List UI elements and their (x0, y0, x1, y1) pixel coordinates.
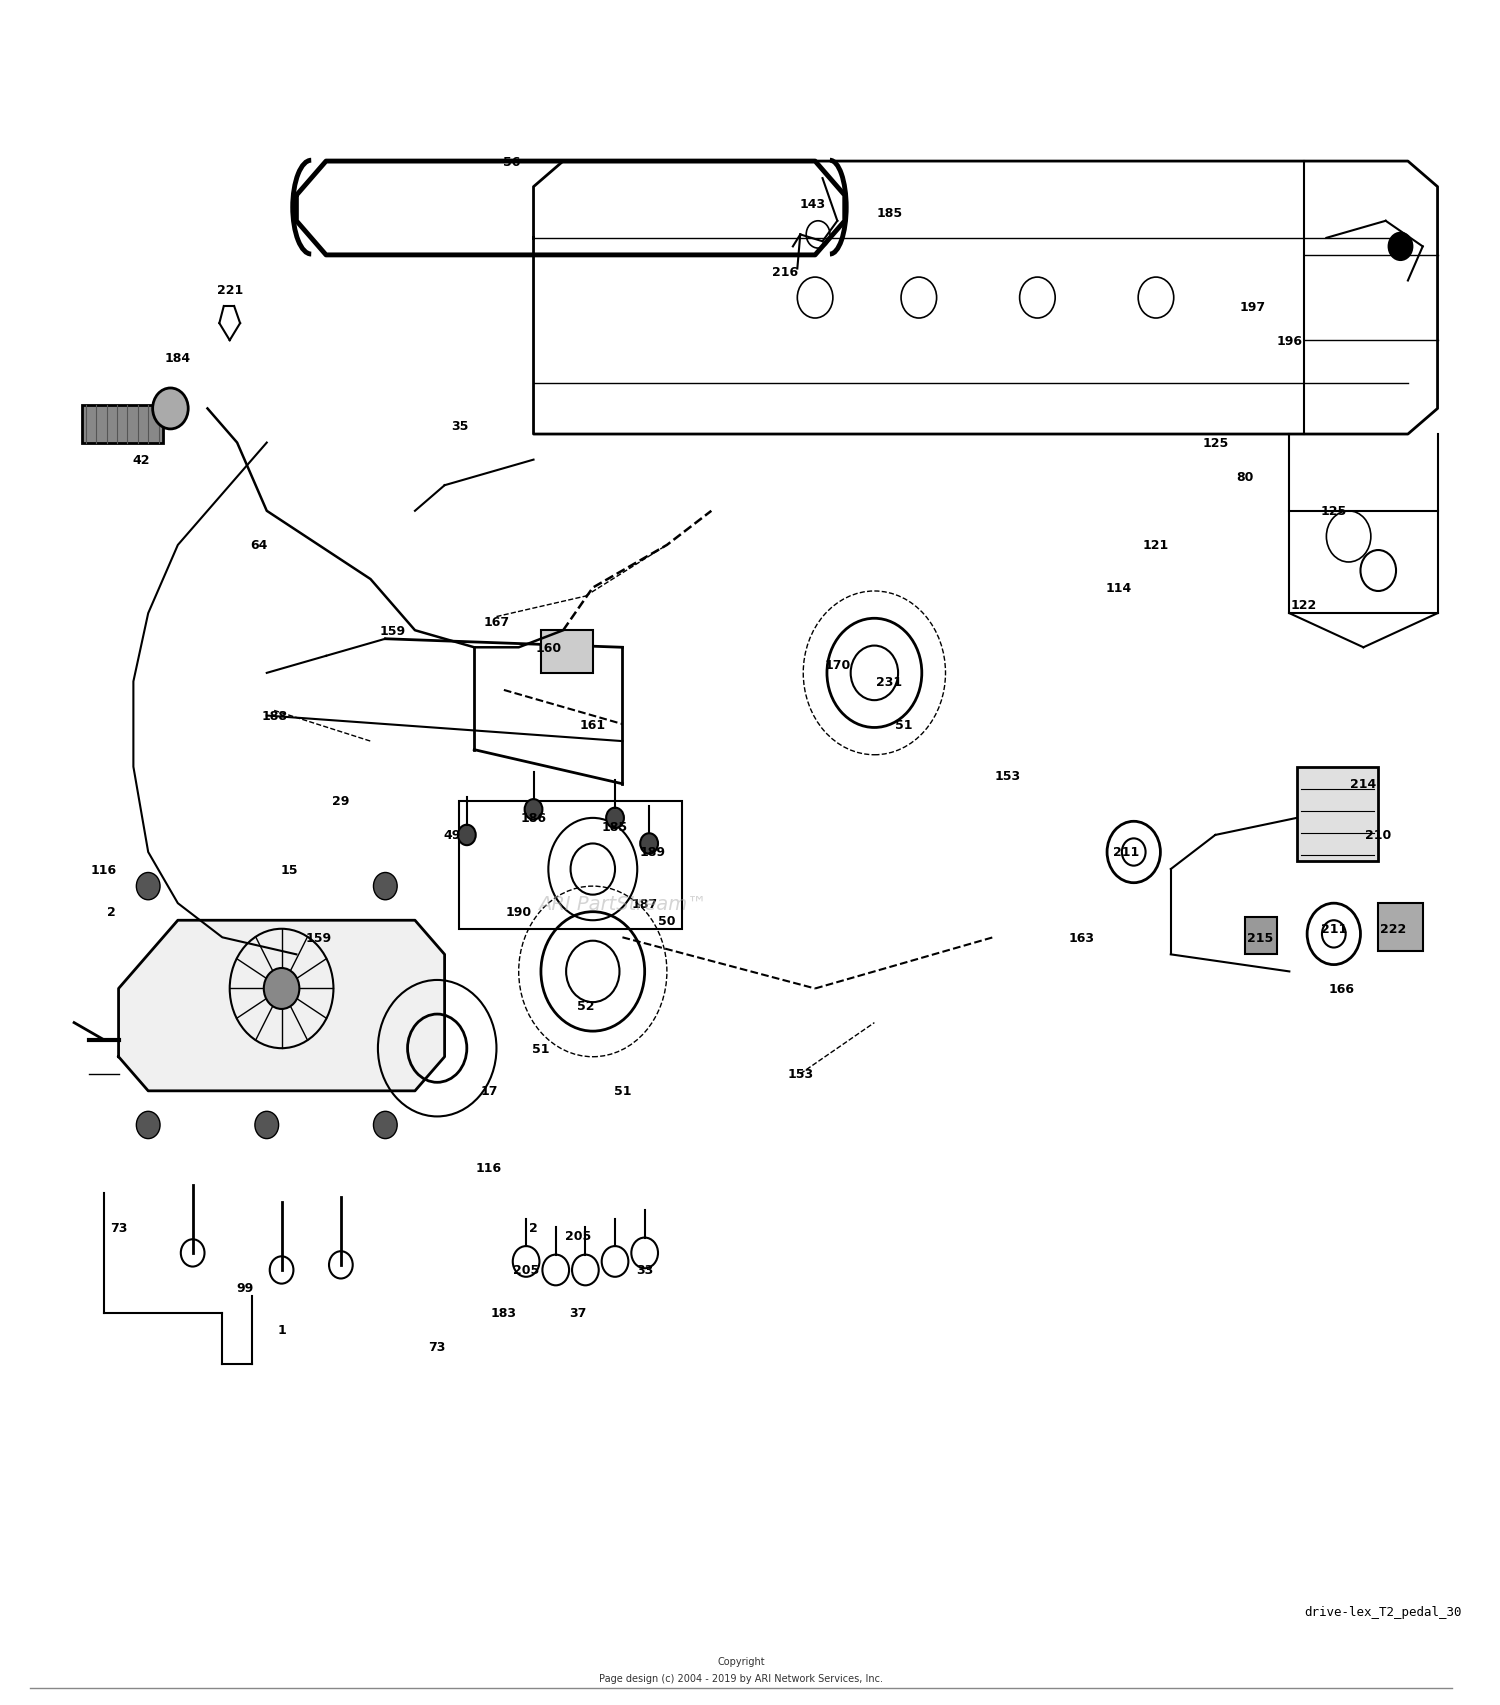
Text: 216: 216 (772, 266, 798, 280)
Circle shape (640, 834, 658, 854)
Text: 186: 186 (520, 812, 546, 825)
Text: 159: 159 (380, 624, 406, 638)
Circle shape (255, 1112, 279, 1139)
Text: 222: 222 (1380, 922, 1406, 936)
Text: 2: 2 (106, 905, 116, 919)
Text: 64: 64 (251, 539, 268, 552)
Text: 37: 37 (570, 1306, 586, 1320)
Bar (459, 801, 681, 929)
Bar (81, 406, 164, 443)
Text: 15: 15 (280, 863, 297, 876)
Text: 160: 160 (536, 641, 561, 655)
Text: 2: 2 (530, 1221, 538, 1234)
Text: 211: 211 (1320, 922, 1347, 936)
Circle shape (374, 1112, 398, 1139)
Text: 188: 188 (261, 709, 286, 723)
Text: 211: 211 (1113, 846, 1140, 859)
Circle shape (458, 825, 476, 846)
Bar (1245, 917, 1278, 955)
Text: 163: 163 (1070, 931, 1095, 945)
Text: 125: 125 (1202, 436, 1228, 450)
Text: 185: 185 (876, 206, 903, 220)
Text: 29: 29 (332, 795, 350, 808)
Text: drive-lex_T2_pedal_30: drive-lex_T2_pedal_30 (1304, 1604, 1461, 1618)
Text: 73: 73 (429, 1340, 445, 1354)
Text: 121: 121 (1143, 539, 1168, 552)
Text: 116: 116 (90, 863, 117, 876)
Text: 159: 159 (306, 931, 332, 945)
Circle shape (136, 1112, 160, 1139)
Text: 17: 17 (480, 1084, 498, 1098)
Text: 153: 153 (788, 1067, 813, 1081)
Text: 161: 161 (579, 718, 606, 731)
Text: 153: 153 (994, 769, 1022, 783)
Text: 125: 125 (1320, 505, 1347, 518)
Text: 205: 205 (513, 1263, 538, 1277)
Text: 184: 184 (165, 351, 190, 365)
Text: 1: 1 (278, 1323, 286, 1337)
Circle shape (525, 800, 543, 820)
Text: 114: 114 (1106, 581, 1132, 595)
Circle shape (264, 968, 300, 1009)
Text: Copyright: Copyright (717, 1656, 765, 1666)
Text: 99: 99 (236, 1280, 254, 1294)
Text: 35: 35 (450, 419, 468, 433)
Text: 187: 187 (632, 897, 657, 910)
Circle shape (606, 808, 624, 829)
Text: 80: 80 (1236, 471, 1254, 484)
Text: 49: 49 (444, 829, 460, 842)
Circle shape (374, 873, 398, 900)
Text: 33: 33 (636, 1263, 654, 1277)
Text: 183: 183 (490, 1306, 517, 1320)
Text: 196: 196 (1276, 334, 1302, 348)
Text: 189: 189 (639, 846, 664, 859)
Polygon shape (118, 921, 444, 1091)
Text: 221: 221 (216, 283, 243, 297)
Text: 73: 73 (110, 1221, 128, 1234)
Text: 197: 197 (1239, 300, 1266, 314)
Text: 51: 51 (896, 718, 914, 731)
Text: 51: 51 (614, 1084, 632, 1098)
Text: 185: 185 (602, 820, 628, 834)
Text: 122: 122 (1292, 598, 1317, 612)
Text: 205: 205 (566, 1229, 591, 1243)
Text: 143: 143 (800, 198, 825, 211)
Text: 51: 51 (532, 1042, 549, 1055)
Text: 167: 167 (483, 616, 510, 629)
Bar (1298, 767, 1378, 861)
Text: 56: 56 (503, 155, 520, 169)
Text: 42: 42 (132, 454, 150, 467)
Text: 231: 231 (876, 675, 903, 689)
Text: ARI PartStream™: ARI PartStream™ (538, 893, 706, 914)
Bar (542, 631, 592, 673)
Circle shape (136, 873, 160, 900)
Text: 210: 210 (1365, 829, 1392, 842)
Text: 166: 166 (1328, 982, 1354, 996)
Circle shape (1389, 234, 1413, 261)
Text: Page design (c) 2004 - 2019 by ARI Network Services, Inc.: Page design (c) 2004 - 2019 by ARI Netwo… (598, 1673, 884, 1683)
Text: 170: 170 (824, 658, 850, 672)
Text: 190: 190 (506, 905, 532, 919)
Bar (1378, 904, 1422, 951)
Text: 50: 50 (658, 914, 675, 928)
Text: 214: 214 (1350, 777, 1377, 791)
Circle shape (153, 389, 188, 430)
Text: 52: 52 (576, 999, 594, 1013)
Text: 116: 116 (476, 1161, 502, 1175)
Text: 215: 215 (1246, 931, 1274, 945)
